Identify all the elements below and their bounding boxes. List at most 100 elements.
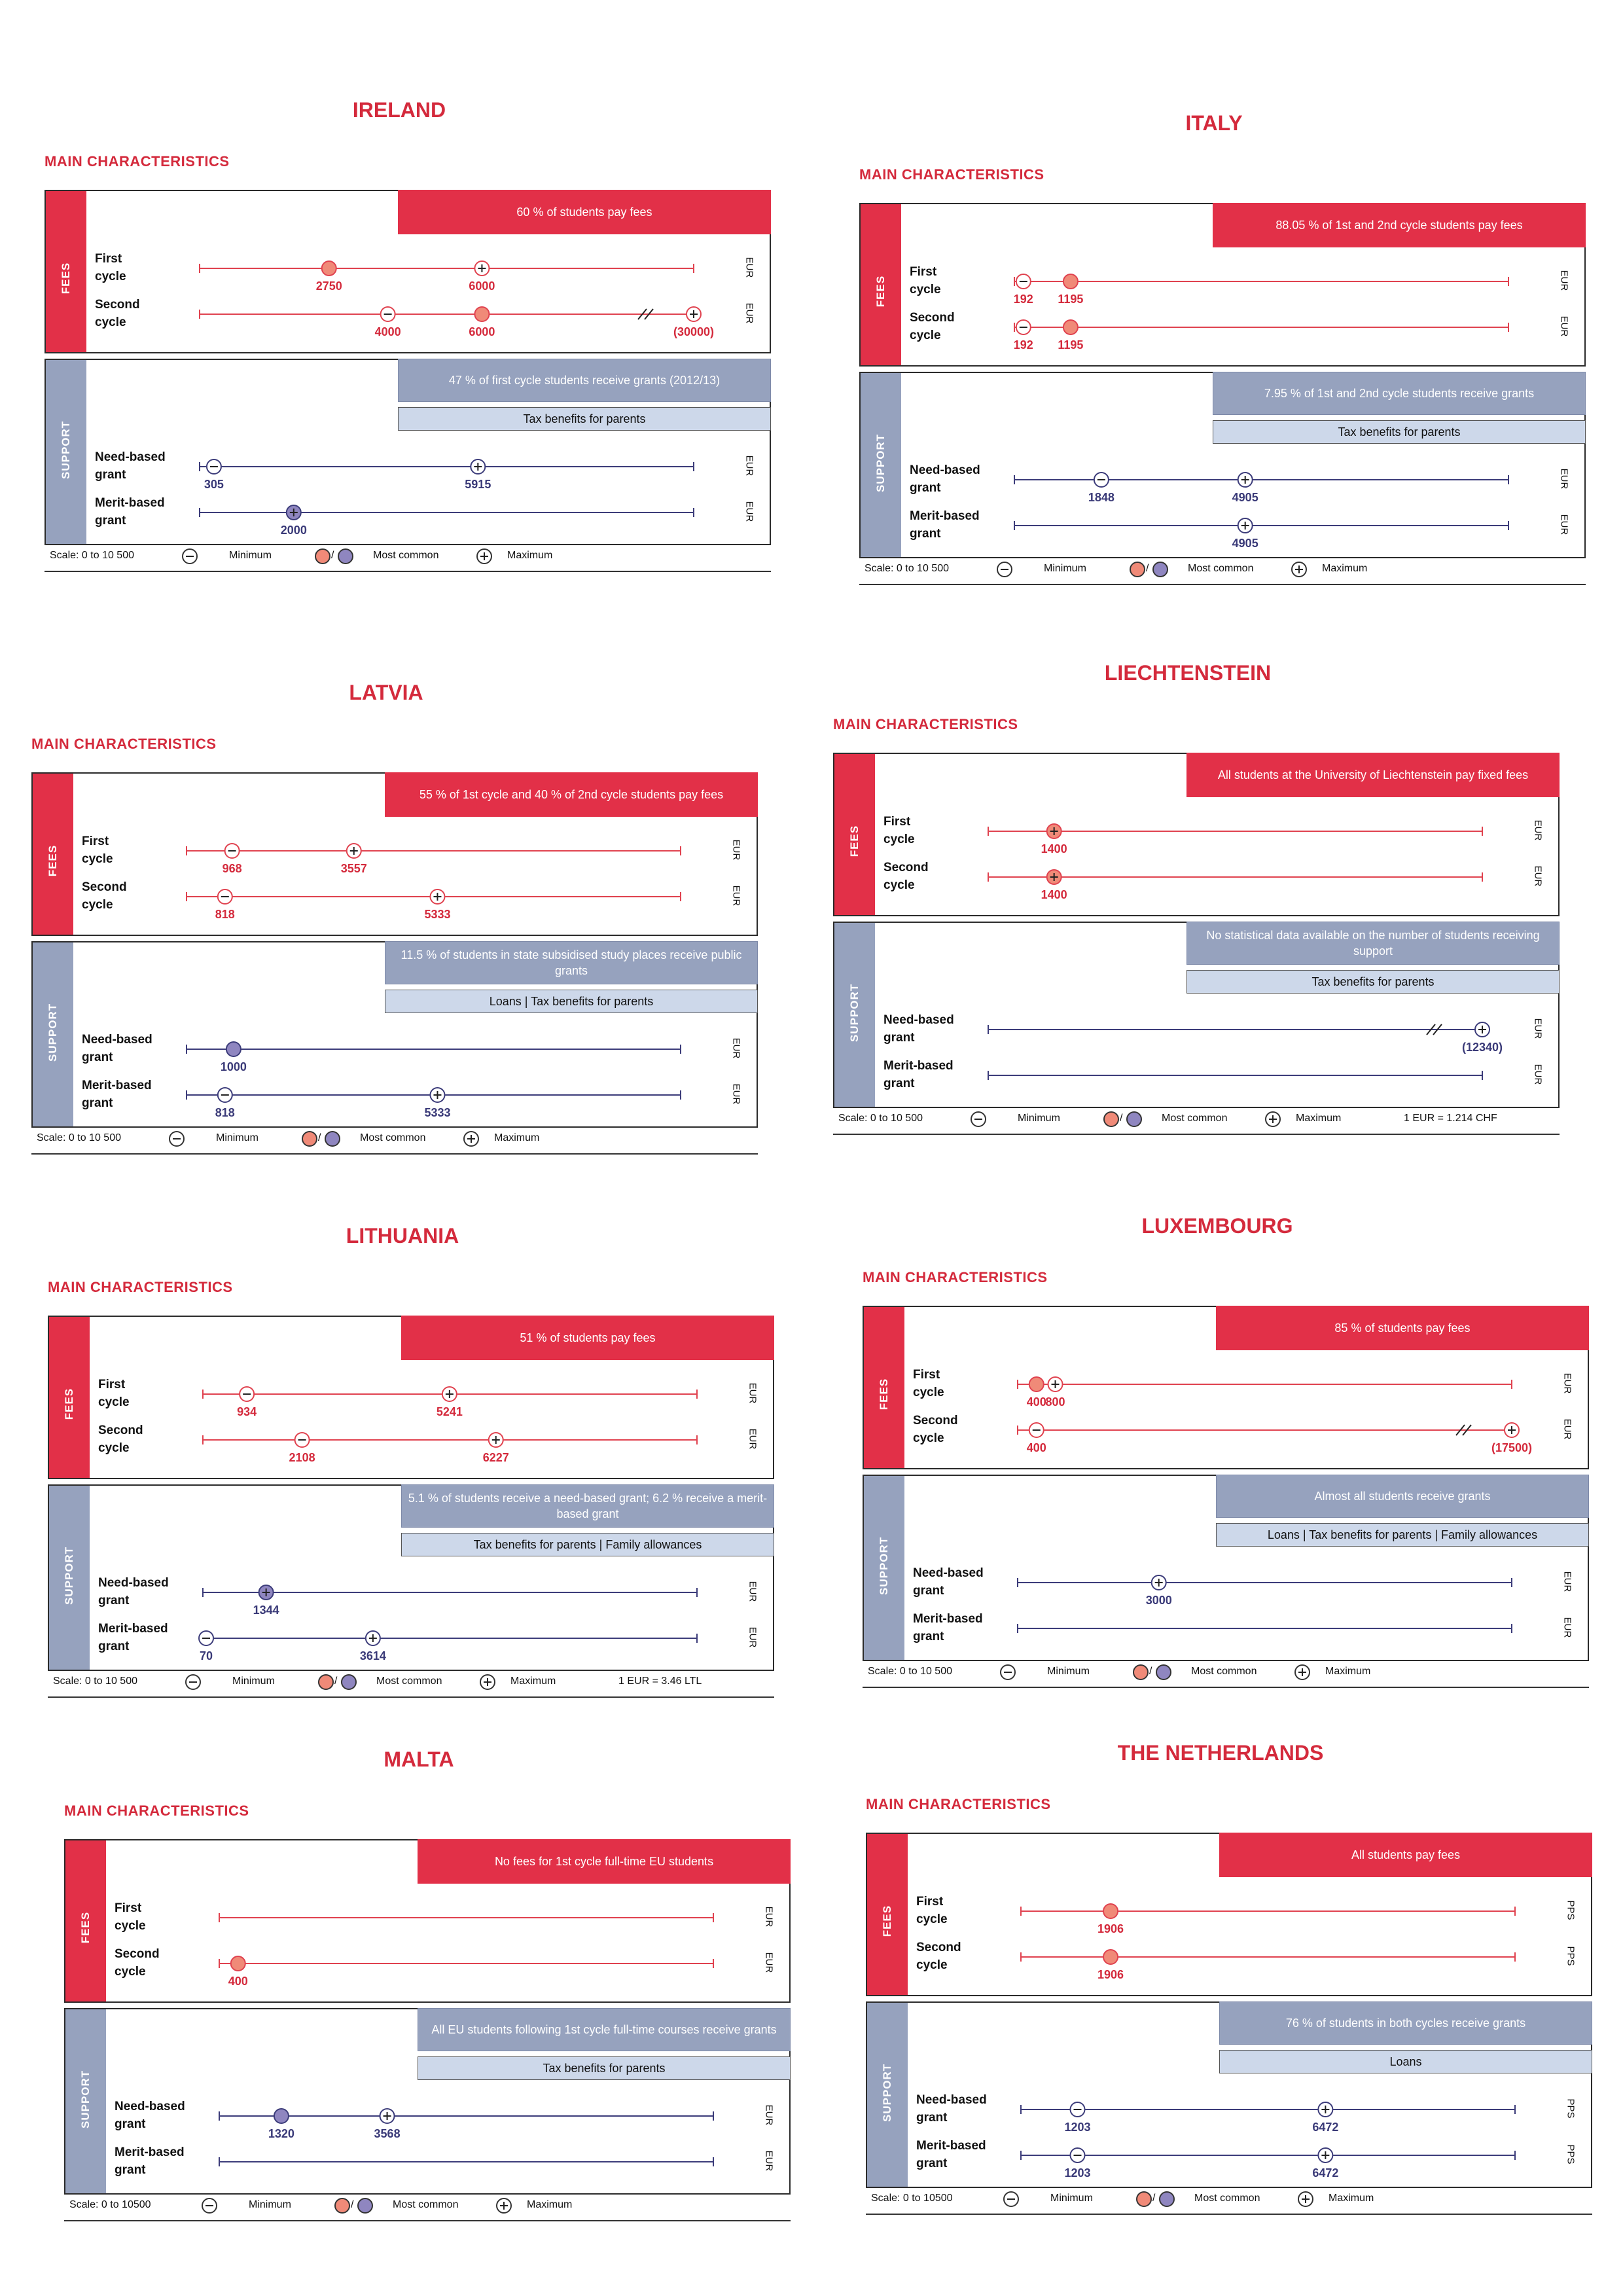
marker-value-label: 4905 — [1232, 537, 1258, 550]
support-measures: Loans — [1219, 2050, 1592, 2073]
marker-value-label: 1344 — [253, 1604, 279, 1617]
marker-min — [217, 889, 233, 905]
legend-most-common: Most common — [393, 2199, 459, 2210]
marker-value-label: (17500) — [1491, 1441, 1532, 1454]
legend-symbols — [185, 1674, 495, 1690]
axis-break-mark — [644, 308, 654, 320]
legend-common-support-icon-circle — [1152, 562, 1168, 577]
fees-band: FEES — [65, 1840, 106, 2001]
support-band: SUPPORT — [65, 2009, 106, 2193]
legend-maximum: Maximum — [507, 550, 553, 561]
marker-value-label: 1203 — [1064, 2121, 1090, 2134]
support-measures: Tax benefits for parents | Family allowa… — [401, 1533, 774, 1556]
legend-common-fees-icon — [1133, 1664, 1149, 1680]
marker-value-label: 4905 — [1232, 491, 1258, 504]
section-title: MAIN CHARACTERISTICS — [833, 716, 1018, 732]
scale-note: Scale: 0 to 10500 — [871, 2193, 953, 2204]
row-label: Need-based grant — [98, 1576, 169, 1607]
support-band: SUPPORT — [49, 1486, 90, 1670]
marker-value-label: 3000 — [1146, 1594, 1172, 1607]
marker-common-circle — [225, 1041, 241, 1057]
support-band: SUPPORT — [864, 1476, 904, 1660]
country-panel: ITALY MAIN CHARACTERISTICS FEES 88.05 % of … — [854, 111, 1587, 596]
row-label: Need-based grant — [883, 1013, 954, 1045]
marker-max — [1047, 1376, 1063, 1392]
marker-value-label: 6227 — [483, 1451, 509, 1464]
marker-common-circle — [1062, 274, 1079, 289]
legend-common-fees-icon-circle — [302, 1131, 317, 1147]
marker-min — [1015, 274, 1031, 289]
country-panel: IRELAND MAIN CHARACTERISTICS FEES 60 % of s… — [39, 98, 772, 583]
marker-max — [1150, 1575, 1167, 1590]
legend-maximum-icon — [463, 1131, 479, 1147]
legend-rule — [64, 2220, 791, 2221]
row-label: Need-based grant — [913, 1566, 984, 1598]
row-label: Need-based grant — [910, 463, 980, 495]
support-band: SUPPORT — [46, 360, 86, 544]
marker-both — [258, 1585, 274, 1600]
country-title: IRELAND — [352, 98, 446, 122]
legend-maximum: Maximum — [1322, 563, 1368, 574]
row-label: First cycle — [916, 1895, 948, 1926]
fees-band: FEES — [864, 1307, 904, 1468]
marker-max — [346, 843, 362, 859]
legend-most-common: Most common — [1188, 563, 1254, 574]
marker-value-label: 968 — [223, 862, 242, 875]
legend-minimum-icon — [997, 562, 1012, 577]
legend-rule — [833, 1134, 1560, 1135]
legend-common-support-icon-circle — [357, 2198, 373, 2214]
country-title: MALTA — [383, 1748, 454, 1771]
legend-common-fees-icon — [334, 2198, 350, 2214]
marker-value-label: 5241 — [437, 1405, 463, 1418]
legend-common-support-icon — [1156, 1664, 1171, 1680]
support-box: SUPPORT 7.95 % of 1st and 2nd cycle stude… — [859, 372, 1586, 558]
legend-maximum: Maximum — [1296, 1113, 1342, 1124]
marker-min — [1069, 2147, 1086, 2163]
fees-headline: All students at the University of Liecht… — [1186, 753, 1560, 797]
row-label: Merit-based grant — [916, 2139, 986, 2170]
support-measures: Tax benefits for parents — [1213, 420, 1586, 444]
marker-value-label: 2750 — [316, 279, 342, 293]
marker-value-label: 818 — [215, 908, 235, 921]
legend-maximum: Maximum — [527, 2199, 573, 2210]
legend-minimum-icon — [202, 2198, 217, 2214]
support-measures: Tax benefits for parents — [418, 2056, 791, 2080]
legend-maximum-icon — [480, 1674, 495, 1690]
scale-note: Scale: 0 to 10 500 — [868, 1666, 952, 1677]
support-headline: 11.5 % of students in state subsidised s… — [385, 941, 758, 984]
marker-value-label: 5333 — [424, 1106, 450, 1119]
row-label: Second cycle — [95, 298, 140, 329]
country-title: LIECHTENSTEIN — [1104, 661, 1272, 685]
legend-maximum-icon — [1265, 1111, 1281, 1127]
marker-min — [1093, 472, 1109, 488]
marker-both — [1046, 869, 1062, 885]
legend-minimum: Minimum — [1018, 1113, 1060, 1124]
legend-rule — [863, 1687, 1589, 1688]
currency-label: EUR — [730, 1037, 742, 1059]
currency-label: EUR — [743, 257, 755, 278]
legend-maximum-icon — [1294, 1664, 1310, 1680]
country-panel: LIECHTENSTEIN MAIN CHARACTERISTICS FEES All… — [828, 661, 1561, 1145]
dot-range-chart: 192 1195 192 1195 1848 4905 4905 — [1014, 274, 1509, 550]
fees-band: FEES — [861, 204, 901, 365]
marker-common — [1062, 274, 1079, 289]
legend-common-fees-icon-circle — [1136, 2191, 1152, 2207]
fees-band: FEES — [834, 754, 875, 915]
support-measures: Loans | Tax benefits for parents — [385, 990, 758, 1013]
legend-common-support-icon-circle — [338, 548, 353, 564]
legend-common-fees-icon-circle — [1130, 562, 1145, 577]
dot-range-chart: 934 5241 2108 6227 1344 70 3614 — [198, 1386, 698, 1662]
marker-value-label: 1906 — [1097, 1922, 1124, 1935]
currency-label: EUR — [1561, 1617, 1573, 1638]
marker-max — [686, 306, 702, 322]
currency-label: EUR — [743, 455, 755, 476]
legend-separator: / — [1149, 1666, 1152, 1677]
marker-common-circle — [321, 260, 337, 276]
marker-common — [1028, 1376, 1044, 1392]
support-headline: 47 % of first cycle students receive gra… — [398, 359, 771, 402]
currency-label: EUR — [730, 885, 742, 906]
marker-common — [1062, 319, 1079, 335]
marker-value-label: 4000 — [375, 325, 401, 338]
marker-max — [1237, 518, 1253, 533]
